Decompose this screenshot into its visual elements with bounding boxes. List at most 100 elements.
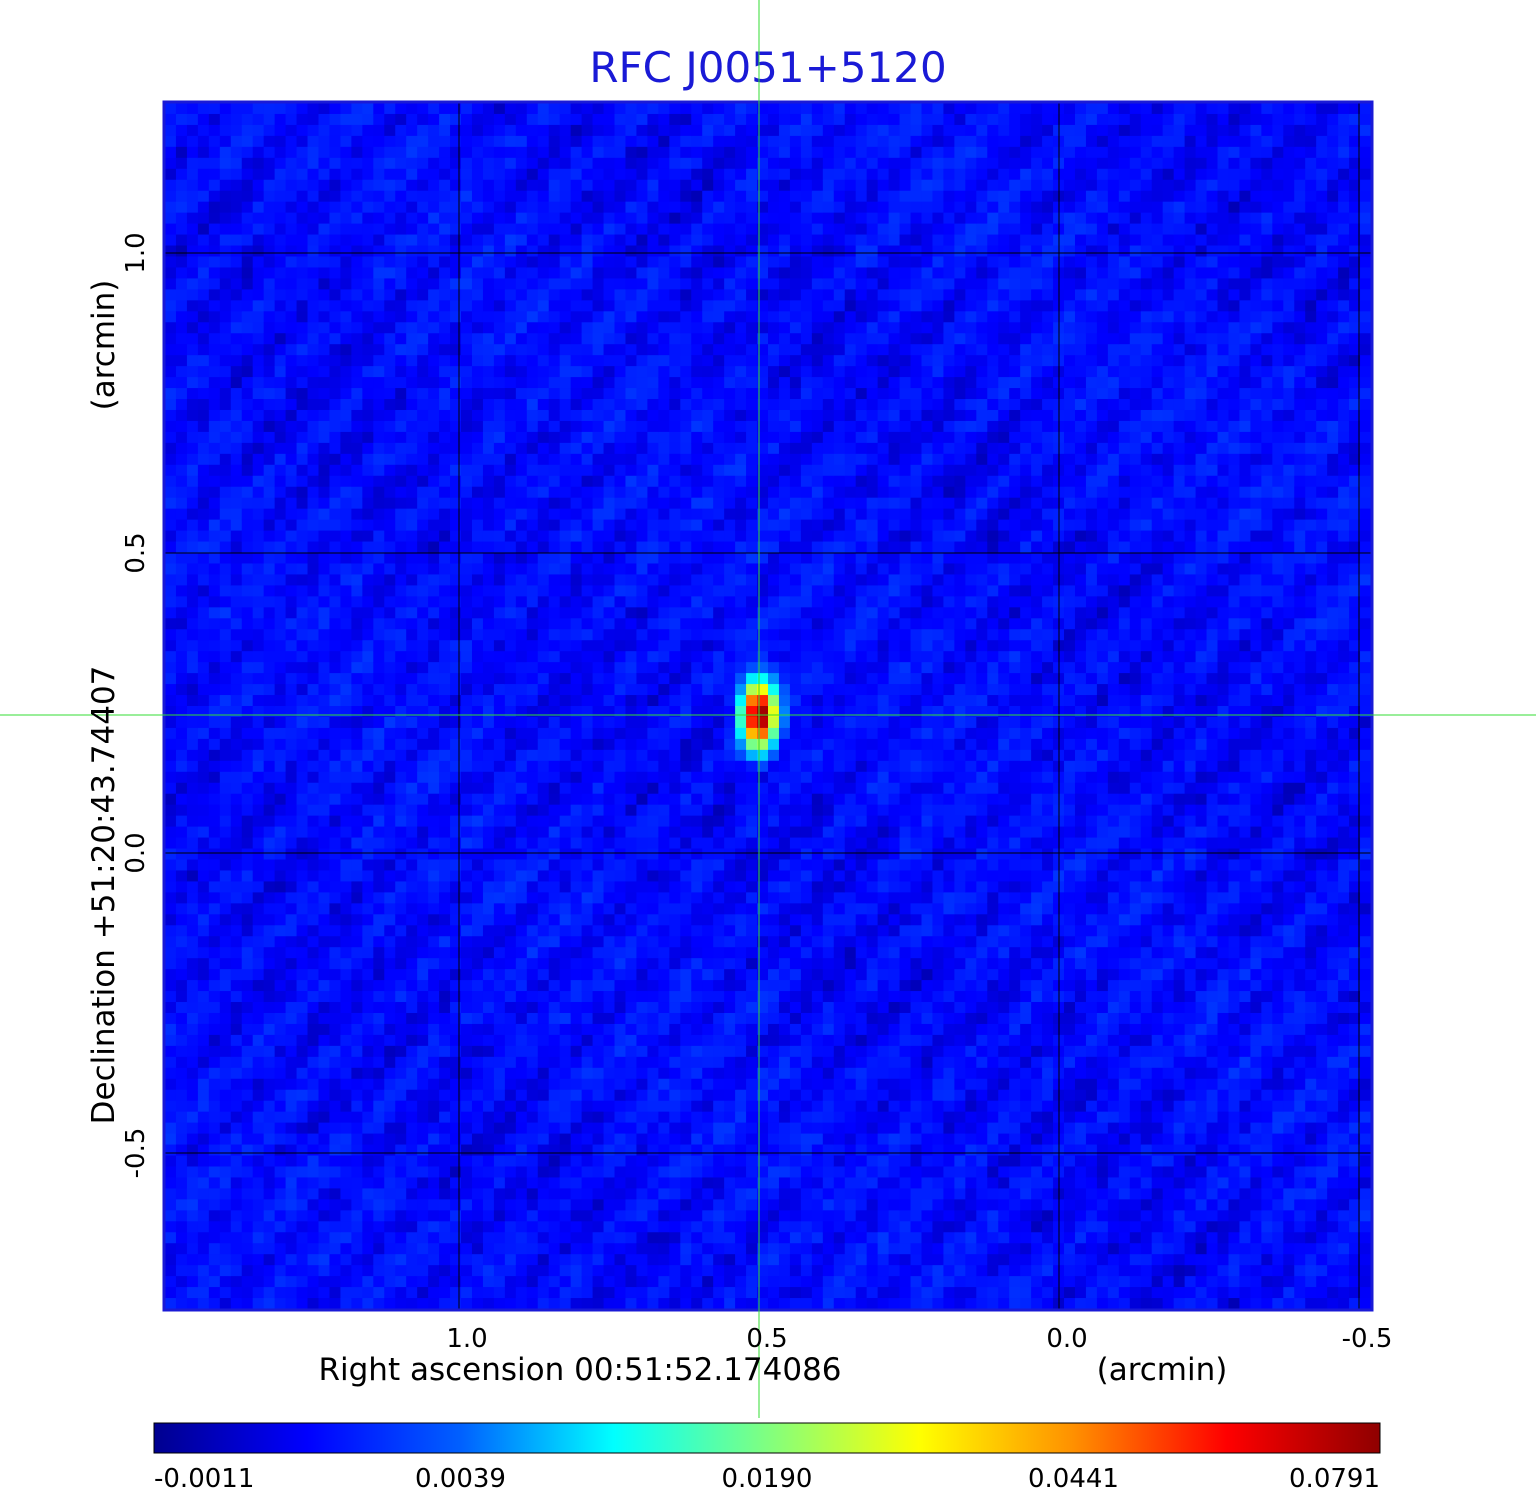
map-pixel: [471, 837, 484, 850]
map-pixel: [625, 1287, 638, 1299]
map-pixel: [581, 881, 594, 893]
map-pixel: [252, 322, 265, 334]
map-pixel: [208, 1122, 221, 1135]
map-pixel: [384, 837, 396, 850]
map-pixel: [197, 366, 210, 378]
map-pixel: [318, 388, 331, 400]
map-pixel: [603, 442, 616, 455]
map-pixel: [406, 1111, 418, 1124]
map-pixel: [570, 311, 583, 323]
map-pixel: [362, 146, 374, 159]
map-pixel: [581, 1276, 594, 1288]
map-pixel: [165, 716, 177, 729]
map-pixel: [603, 508, 616, 521]
map-pixel: [537, 1078, 550, 1091]
map-pixel: [417, 782, 429, 795]
map-pixel: [384, 420, 396, 433]
map-pixel: [175, 969, 188, 981]
map-pixel: [351, 267, 363, 280]
map-pixel: [581, 585, 594, 597]
map-pixel: [614, 289, 627, 301]
map-pixel: [406, 1177, 418, 1189]
map-pixel: [285, 1067, 298, 1080]
map-pixel: [362, 673, 374, 685]
map-pixel: [197, 168, 210, 181]
map-pixel: [219, 618, 232, 630]
map-pixel: [614, 223, 627, 236]
map-pixel: [230, 925, 243, 937]
map-pixel: [252, 563, 265, 576]
map-pixel: [252, 596, 265, 608]
map-pixel: [559, 508, 572, 521]
map-pixel: [362, 212, 374, 225]
map-pixel: [559, 958, 572, 970]
map-pixel: [581, 695, 594, 707]
map-pixel: [581, 431, 594, 444]
map-pixel: [263, 925, 276, 937]
map-pixel: [581, 179, 594, 192]
map-pixel: [504, 1056, 517, 1069]
map-pixel: [417, 629, 429, 641]
map-pixel: [165, 442, 177, 455]
map-pixel: [559, 727, 572, 740]
map-pixel: [318, 1056, 331, 1069]
map-pixel: [241, 1254, 254, 1266]
map-pixel: [526, 1111, 539, 1124]
map-pixel: [318, 179, 331, 192]
map-pixel: [208, 103, 221, 115]
map-pixel: [417, 486, 429, 499]
map-pixel: [362, 1100, 374, 1113]
map-pixel: [241, 903, 254, 915]
map-pixel: [241, 980, 254, 992]
map-pixel: [493, 311, 506, 323]
map-pixel: [417, 793, 429, 806]
map-pixel: [636, 618, 648, 630]
map-pixel: [285, 124, 298, 137]
map-pixel: [307, 936, 320, 948]
map-pixel: [526, 1232, 539, 1244]
map-pixel: [252, 497, 265, 510]
map-pixel: [603, 837, 616, 850]
map-pixel: [274, 113, 287, 126]
map-pixel: [241, 618, 254, 630]
map-pixel: [548, 1298, 561, 1309]
map-pixel: [570, 157, 583, 170]
map-pixel: [340, 1100, 352, 1113]
map-pixel: [395, 1133, 407, 1146]
map-pixel: [197, 574, 210, 586]
map-pixel: [592, 530, 605, 543]
map-pixel: [515, 256, 528, 269]
map-pixel: [395, 322, 407, 334]
map-pixel: [482, 103, 495, 115]
map-pixel: [592, 618, 605, 630]
map-pixel: [318, 892, 331, 904]
map-pixel: [493, 475, 506, 488]
map-pixel: [307, 1243, 320, 1255]
map-pixel: [493, 344, 506, 356]
map-pixel: [329, 377, 342, 389]
map-pixel: [417, 289, 429, 301]
map-pixel: [482, 552, 495, 565]
map-pixel: [241, 695, 254, 707]
map-pixel: [296, 727, 309, 740]
map-pixel: [362, 706, 374, 718]
map-pixel: [373, 1056, 385, 1069]
map-pixel: [482, 1199, 495, 1211]
map-pixel: [208, 969, 221, 981]
map-pixel: [373, 618, 385, 630]
map-pixel: [471, 1012, 484, 1025]
map-pixel: [285, 464, 298, 477]
map-pixel: [318, 936, 331, 948]
map-pixel: [197, 333, 210, 345]
map-pixel: [274, 969, 287, 981]
map-pixel: [340, 651, 352, 663]
map-pixel: [658, 409, 670, 422]
map-pixel: [428, 991, 440, 1003]
map-pixel: [186, 684, 199, 696]
map-pixel: [230, 399, 243, 411]
map-pixel: [537, 497, 550, 510]
map-pixel: [219, 1287, 232, 1299]
map-pixel: [658, 574, 670, 586]
map-pixel: [625, 914, 638, 926]
map-pixel: [471, 618, 484, 630]
